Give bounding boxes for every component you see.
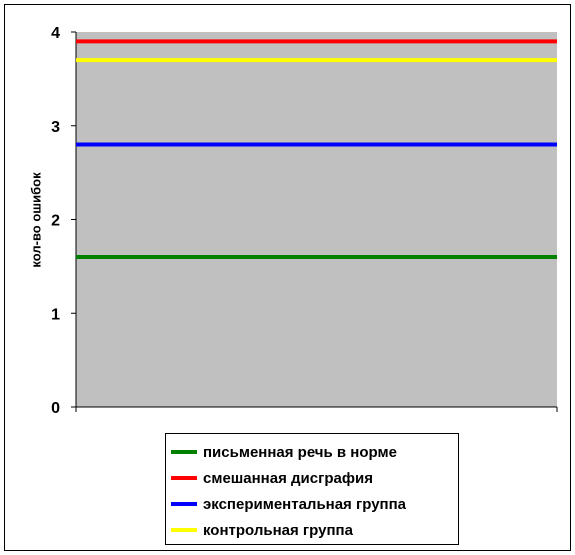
legend-swatch xyxy=(171,502,197,506)
legend-item: смешанная дисграфия xyxy=(171,465,458,491)
legend-item: письменная речь в норме xyxy=(171,439,458,465)
y-tick-label: 0 xyxy=(51,400,60,417)
plot-area xyxy=(76,32,557,407)
y-tick-label: 1 xyxy=(51,306,60,323)
legend: письменная речь в норме смешанная дисграф… xyxy=(165,433,459,545)
y-tick-label: 3 xyxy=(51,119,60,136)
legend-label: контрольная группа xyxy=(203,521,353,539)
legend-label: письменная речь в норме xyxy=(203,443,397,461)
y-tick-label: 4 xyxy=(51,25,60,42)
legend-swatch xyxy=(171,528,197,532)
legend-swatch xyxy=(171,450,197,454)
y-axis-label: кол-во ошибок xyxy=(28,172,44,268)
axes: 0 1 2 3 4 xyxy=(51,25,558,417)
legend-label: смешанная дисграфия xyxy=(203,469,373,487)
legend-swatch xyxy=(171,476,197,480)
y-tick-label: 2 xyxy=(51,213,60,230)
legend-label: экспериментальная группа xyxy=(203,495,406,513)
legend-item: контрольная группа xyxy=(171,517,458,543)
legend-item: экспериментальная группа xyxy=(171,491,458,517)
series-lines xyxy=(76,39,557,259)
